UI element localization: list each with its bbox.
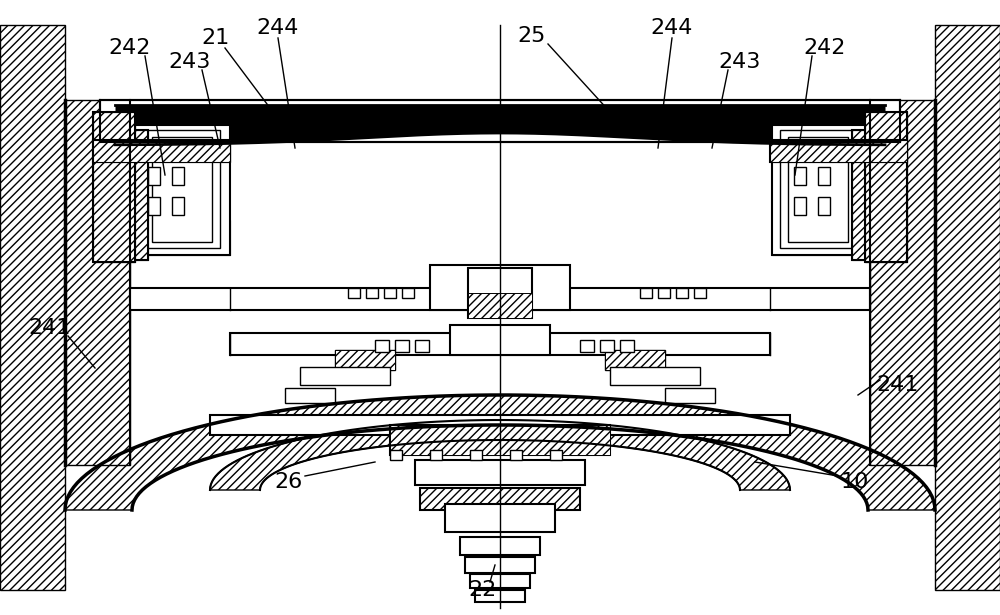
Bar — [470, 574, 530, 588]
Bar — [935, 25, 1000, 590]
Text: 25: 25 — [518, 26, 546, 46]
Text: 242: 242 — [109, 38, 151, 58]
Bar — [145, 130, 220, 248]
Bar — [580, 340, 594, 352]
Bar — [865, 112, 907, 262]
Bar — [0, 25, 65, 590]
Bar — [390, 425, 610, 455]
Bar — [665, 388, 715, 403]
Bar — [148, 167, 160, 185]
Bar — [605, 350, 665, 370]
Bar — [93, 112, 135, 262]
Bar — [93, 140, 230, 162]
Bar — [335, 350, 395, 370]
Bar — [430, 265, 570, 310]
Bar — [772, 125, 867, 255]
Bar — [600, 340, 614, 352]
Bar — [93, 140, 230, 162]
Bar — [852, 130, 870, 260]
Bar — [794, 197, 806, 215]
Bar — [605, 350, 665, 370]
Bar — [130, 288, 870, 310]
Bar — [550, 450, 562, 460]
Bar — [390, 425, 610, 455]
Bar — [148, 197, 160, 215]
Bar — [658, 288, 670, 298]
Bar — [285, 388, 335, 403]
Bar — [694, 288, 706, 298]
Bar — [470, 450, 482, 460]
Bar — [300, 367, 390, 385]
Bar — [865, 112, 907, 262]
Bar — [130, 130, 148, 260]
PathPatch shape — [210, 420, 790, 490]
Bar — [384, 288, 396, 298]
Bar — [468, 293, 532, 318]
Text: 241: 241 — [877, 375, 919, 395]
Bar — [135, 127, 230, 162]
PathPatch shape — [870, 100, 935, 465]
Bar — [230, 333, 770, 355]
Bar — [93, 112, 135, 262]
Bar — [93, 112, 135, 262]
Bar — [395, 340, 409, 352]
Bar — [468, 268, 532, 318]
Bar — [770, 140, 907, 162]
Bar — [770, 140, 907, 162]
Bar — [610, 367, 700, 385]
Text: 243: 243 — [719, 52, 761, 72]
Bar — [450, 325, 550, 355]
Text: 243: 243 — [169, 52, 211, 72]
Bar — [420, 488, 580, 510]
Text: 22: 22 — [469, 580, 497, 600]
Bar — [794, 167, 806, 185]
Bar — [818, 167, 830, 185]
Bar — [390, 450, 402, 460]
Bar — [402, 288, 414, 298]
Bar — [430, 450, 442, 460]
Bar — [640, 288, 652, 298]
Bar — [445, 504, 555, 532]
Bar — [676, 288, 688, 298]
PathPatch shape — [65, 395, 935, 510]
Bar — [335, 350, 395, 370]
Bar — [475, 590, 525, 602]
Text: 242: 242 — [804, 38, 846, 58]
Bar — [788, 137, 848, 242]
Bar — [620, 340, 634, 352]
Bar — [415, 340, 429, 352]
Bar — [375, 340, 389, 352]
Text: 241: 241 — [29, 318, 71, 338]
Text: 10: 10 — [841, 472, 869, 492]
Bar — [130, 130, 148, 260]
Bar — [818, 197, 830, 215]
PathPatch shape — [65, 100, 130, 465]
Bar — [865, 112, 907, 262]
Bar — [100, 100, 900, 142]
Text: 244: 244 — [257, 18, 299, 38]
Text: 26: 26 — [274, 472, 302, 492]
Bar — [366, 288, 378, 298]
Bar — [420, 488, 580, 510]
Bar — [460, 537, 540, 555]
Bar — [172, 197, 184, 215]
Bar — [465, 557, 535, 573]
Bar — [772, 220, 867, 255]
Bar — [172, 167, 184, 185]
Bar — [510, 450, 522, 460]
Bar — [415, 460, 585, 485]
Bar — [348, 288, 360, 298]
Bar — [135, 125, 230, 255]
Text: 244: 244 — [651, 18, 693, 38]
Bar — [852, 130, 870, 260]
Bar — [135, 220, 230, 255]
Text: 21: 21 — [201, 28, 229, 48]
Bar — [210, 415, 790, 435]
Bar — [772, 127, 867, 162]
Bar — [780, 130, 855, 248]
Bar — [152, 137, 212, 242]
